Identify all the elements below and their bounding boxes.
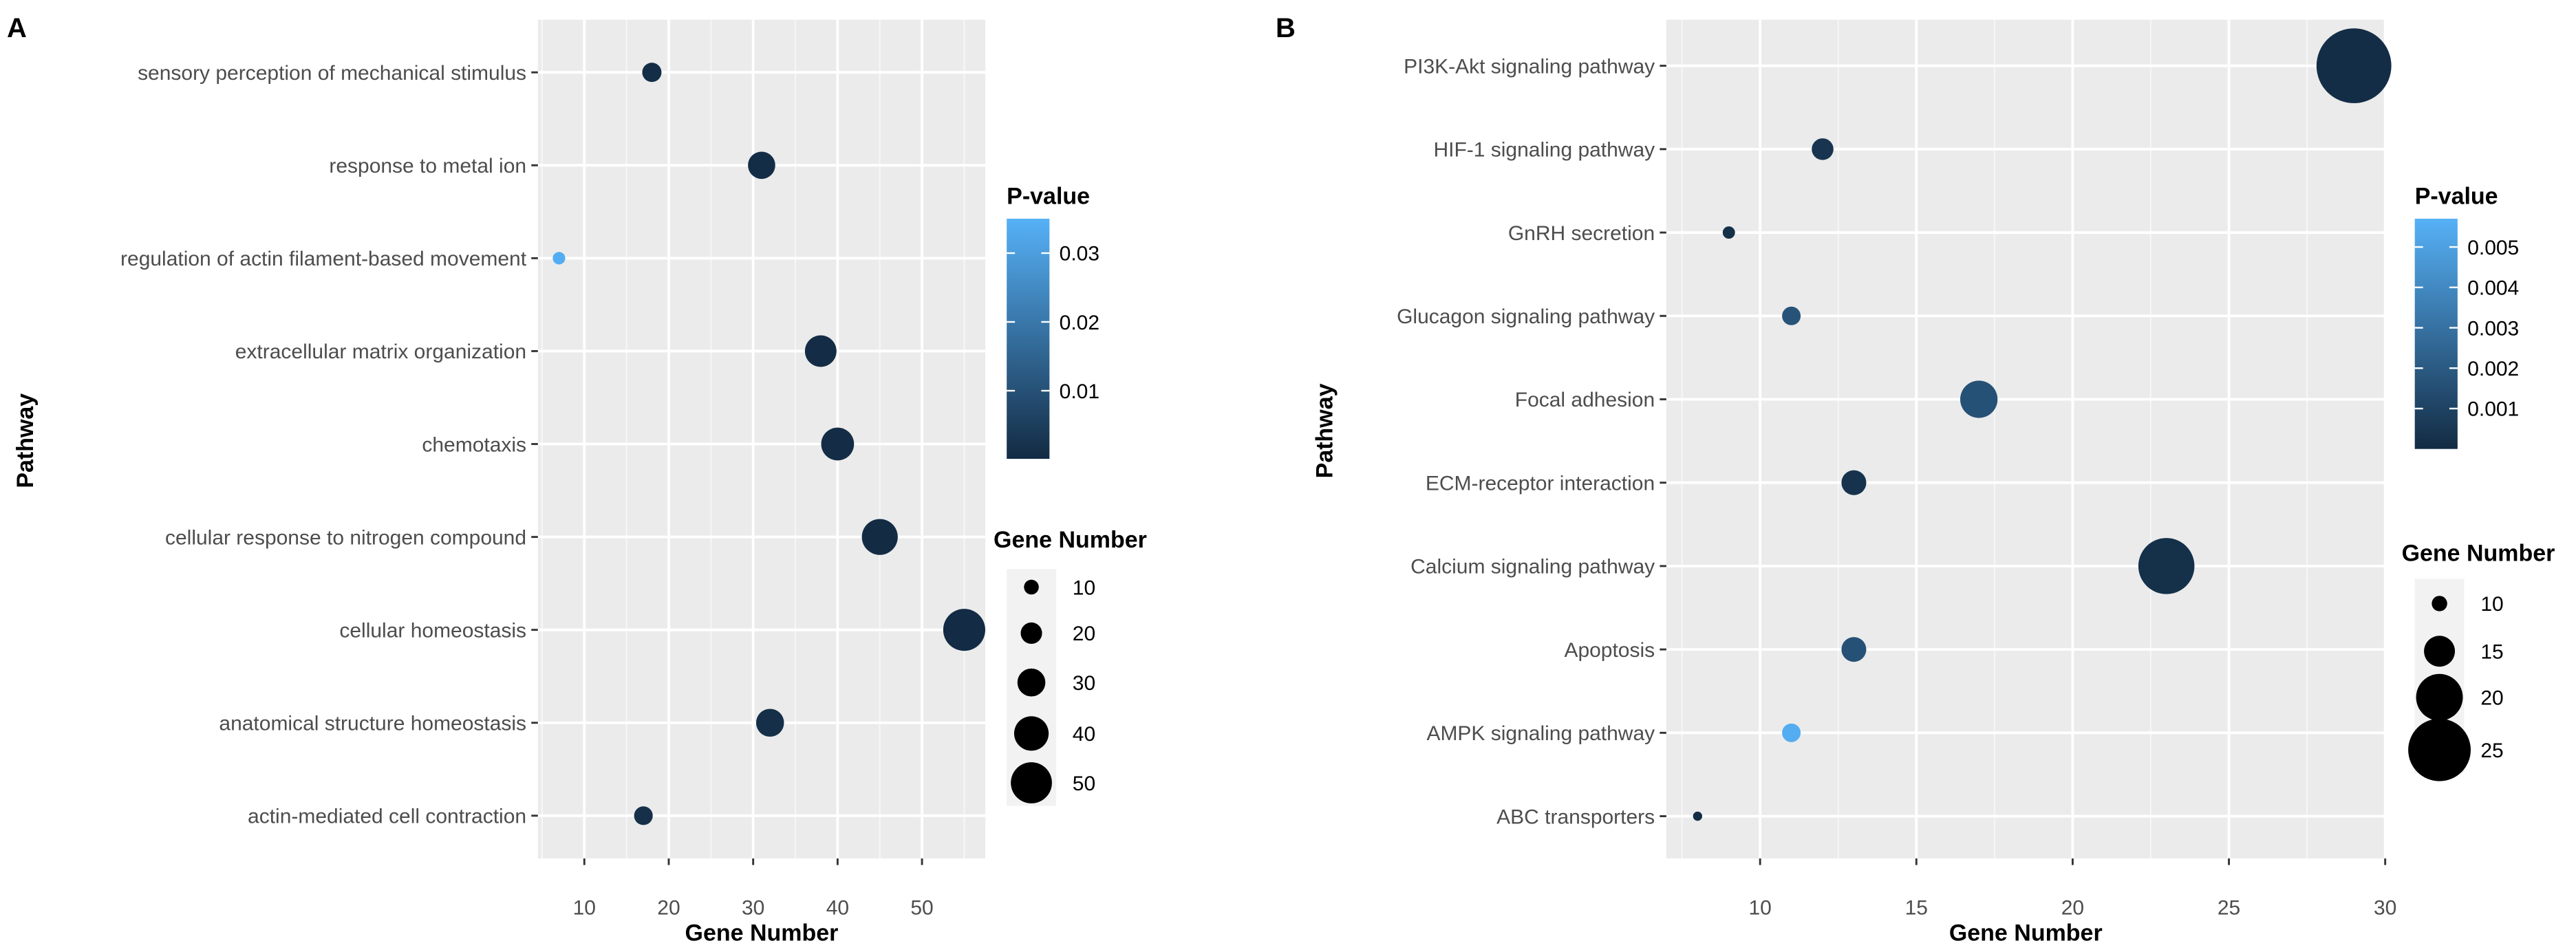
data-point [634,806,653,825]
colorbar [1007,218,1050,459]
data-point [1812,138,1834,160]
panel-a-letter: A [7,13,27,43]
x-tick-label: 20 [657,896,680,919]
x-tick-label: 10 [1748,896,1771,919]
data-point [804,335,837,367]
data-point [1782,306,1801,325]
size-legend-dot [1011,762,1052,803]
data-point [861,519,898,555]
x-tick-label: 50 [910,896,933,919]
y-tick-label: GnRH secretion [1508,222,1655,245]
panel-canvas: 10 20 30 40 50 sensory perception of mechanic… [12,19,1147,946]
colorbar-tick-label: 0.004 [2467,277,2519,300]
size-legend-dot [1020,622,1042,644]
x-tick-label: 30 [2374,896,2396,919]
data-point [2316,28,2392,104]
y-tick-label: cellular homeostasis [339,619,526,642]
size-legend-label: 20 [2480,686,2503,709]
y-tick-label: AMPK signaling pathway [1426,722,1655,745]
y-tick-label: extracellular matrix organization [235,340,526,363]
data-point [642,63,662,83]
y-tick-label: ECM-receptor interaction [1426,472,1655,495]
y-tick-label: Apoptosis [1564,639,1655,662]
x-tick-label: 10 [573,896,596,919]
panel-canvas: 10 15 20 25 30 PI3K-Akt signaling pathway HIF-… [1312,19,2555,946]
data-point [1722,226,1735,239]
size-legend-label: 40 [1073,723,1095,746]
size-legend-title: Gene Number [994,527,1147,553]
size-legend-label: 10 [2480,593,2503,616]
data-point [1841,470,1867,495]
data-point [1782,723,1801,742]
y-tick-label: HIF-1 signaling pathway [1433,139,1655,162]
size-legend-dot [1024,579,1039,595]
colorbar-tick-label: 0.02 [1060,312,1099,334]
x-tick-label: 20 [2061,896,2084,919]
size-legend-label: 10 [1073,576,1095,599]
data-point [748,151,775,180]
data-point [2138,538,2195,594]
data-point [552,252,566,265]
color-legend-title: P-value [2415,183,2498,209]
colorbar-tick-label: 0.03 [1060,243,1099,266]
size-legend-dot [1013,716,1049,751]
x-tick-label: 15 [1905,896,1928,919]
y-tick-label: response to metal ion [329,155,526,177]
size-legend-dot [2408,718,2471,781]
colorbar-tick-label: 0.005 [2467,237,2519,259]
y-tick-label: actin-mediated cell contraction [248,805,526,828]
x-axis-title: Gene Number [1949,920,2103,946]
data-point [943,609,985,651]
colorbar-tick-label: 0.003 [2467,317,2519,340]
color-legend-title: P-value [1007,183,1090,209]
size-legend-label: 50 [1073,772,1095,795]
data-point [1841,637,1867,662]
size-legend-dot [2416,673,2463,721]
y-tick-label: anatomical structure homeostasis [219,713,526,735]
x-axis-title: Gene Number [685,920,839,946]
y-tick-label: PI3K-Akt signaling pathway [1404,55,1655,78]
colorbar-tick-label: 0.001 [2467,398,2519,421]
colorbar [2414,218,2458,449]
y-tick-label: Glucagon signaling pathway [1397,305,1655,328]
y-tick-label: regulation of actin filament-based movem… [120,248,527,270]
size-legend-dot [1017,668,1046,697]
x-tick-label: 30 [742,896,764,919]
size-legend-dot [2432,596,2447,612]
data-point [821,427,855,461]
y-tick-label: ABC transporters [1496,805,1655,828]
size-legend-label: 15 [2480,641,2503,664]
data-point [1693,811,1703,821]
size-legend-title: Gene Number [2402,540,2555,566]
size-legend-label: 25 [2480,739,2503,762]
panel-a: A 10 20 30 40 50 sensory perception of mechan… [7,13,1147,946]
plot-background [1666,19,2385,858]
size-legend-label: 20 [1073,623,1095,645]
y-axis-title: Pathway [1312,383,1338,478]
size-legend-label: 30 [1073,672,1095,695]
data-point [755,708,784,737]
y-axis-title: Pathway [12,393,39,488]
x-tick-label: 25 [2218,896,2240,919]
y-tick-label: Focal adhesion [1515,389,1655,411]
x-tick-label: 40 [826,896,849,919]
y-tick-label: Calcium signaling pathway [1410,556,1655,578]
data-point [1960,380,1998,418]
colorbar-tick-label: 0.01 [1060,380,1099,403]
colorbar-tick-label: 0.002 [2467,358,2519,380]
size-legend-dot [2424,636,2456,667]
panel-b: B 10 15 20 25 30 PI3K-Akt signaling pathway HI… [1276,13,2555,946]
y-tick-label: chemotaxis [422,433,526,456]
y-tick-label: sensory perception of mechanical stimulu… [138,62,526,85]
panel-b-letter: B [1276,13,1296,43]
y-tick-label: cellular response to nitrogen compound [165,526,526,549]
